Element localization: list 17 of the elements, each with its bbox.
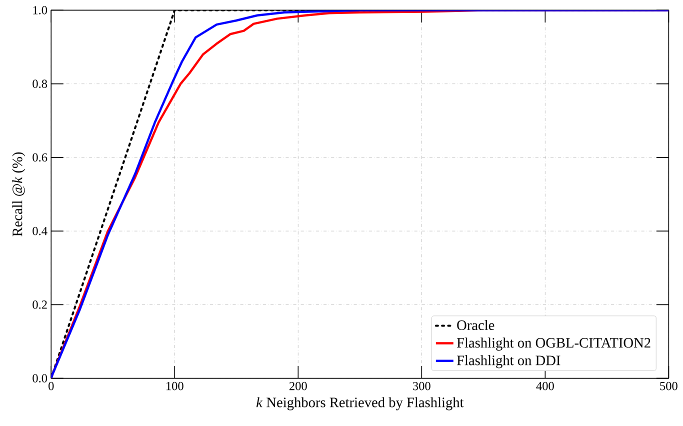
x-tick-label: 0 (48, 382, 54, 390)
x-tick-label: 100 (166, 382, 184, 390)
y-tick-label: 0.4 (32, 226, 48, 236)
y-tick-label: 0.0 (32, 374, 48, 382)
y-axis-title: Recall @k (%) (12, 152, 26, 236)
legend-label: Flashlight on DDI (456, 355, 560, 368)
x-tick-label: 400 (536, 382, 554, 390)
x-axis-title: k Neighbors Retrieved by Flashlight (256, 397, 464, 410)
x-tick-label: 500 (660, 382, 678, 390)
y-tick-label: 1.0 (33, 6, 48, 14)
legend-label: Flashlight on OGBL-CITATION2 (456, 337, 650, 350)
y-tick-label: 0.8 (32, 79, 48, 88)
x-tick-label: 200 (289, 382, 307, 390)
y-tick-label: 0.2 (32, 300, 47, 309)
legend-label: Oracle (457, 320, 494, 330)
y-tick-label: 0.6 (32, 153, 48, 162)
x-tick-label: 300 (413, 382, 430, 390)
